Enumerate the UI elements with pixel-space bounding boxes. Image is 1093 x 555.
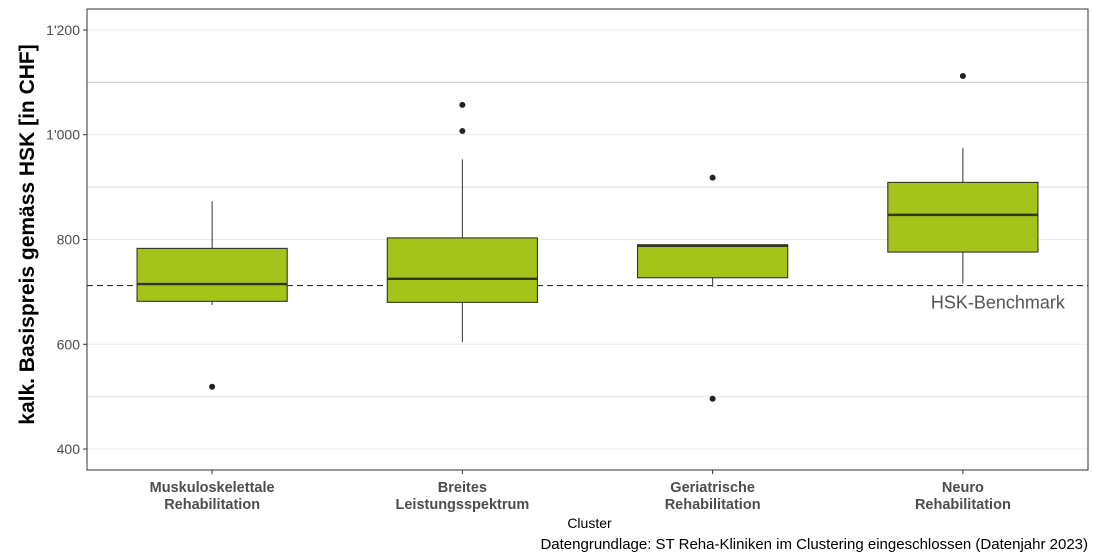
outlier-point: [709, 395, 716, 402]
x-tick-label-line: Muskuloskelettale: [150, 480, 275, 496]
x-tick-label: Neuro Rehabilitation: [915, 480, 1011, 513]
outlier-point: [459, 101, 466, 108]
y-tick-label: 800: [57, 232, 81, 248]
box-group: [136, 201, 288, 390]
x-tick-label: Geriatrische Rehabilitation: [665, 480, 761, 513]
y-tick-label: 1'200: [46, 22, 80, 38]
y-tick-label: 1'000: [46, 127, 80, 143]
x-tick-label-line: Geriatrische: [670, 480, 755, 496]
outlier-point: [959, 73, 966, 80]
box: [386, 237, 538, 303]
outlier-point: [709, 174, 716, 181]
box: [136, 247, 288, 302]
x-tick-label-line: Rehabilitation: [915, 497, 1011, 513]
x-tick-label-line: Rehabilitation: [665, 497, 761, 513]
outlier-point: [209, 383, 216, 390]
y-tick-label: 400: [57, 441, 81, 457]
x-tick-label-line: Neuro: [942, 480, 984, 496]
box-group: [636, 174, 789, 402]
grid-layer: [87, 29, 1088, 450]
x-tick-label: Breites Leistungsspektrum: [396, 480, 530, 513]
caption: Datengrundlage: ST Reha-Kliniken im Clus…: [540, 536, 1088, 553]
y-tick-label: 600: [57, 336, 81, 352]
benchmark-label: HSK-Benchmark: [931, 293, 1066, 313]
box-group: [887, 73, 1039, 284]
x-tick-label-line: Breites: [438, 480, 487, 496]
x-tick-label-line: Leistungsspektrum: [396, 497, 530, 513]
x-tick-label: Muskuloskelettale Rehabilitation: [150, 480, 275, 513]
y-axis-title: kalk. Basispreis gemäss HSK [in CHF]: [16, 44, 39, 424]
outlier-point: [459, 128, 466, 135]
x-axis-title: Cluster: [567, 515, 612, 531]
x-tick-label-line: Rehabilitation: [164, 497, 260, 513]
box-group: [386, 101, 538, 343]
box: [636, 244, 789, 279]
box: [887, 181, 1039, 253]
box-layer: [136, 73, 1039, 402]
